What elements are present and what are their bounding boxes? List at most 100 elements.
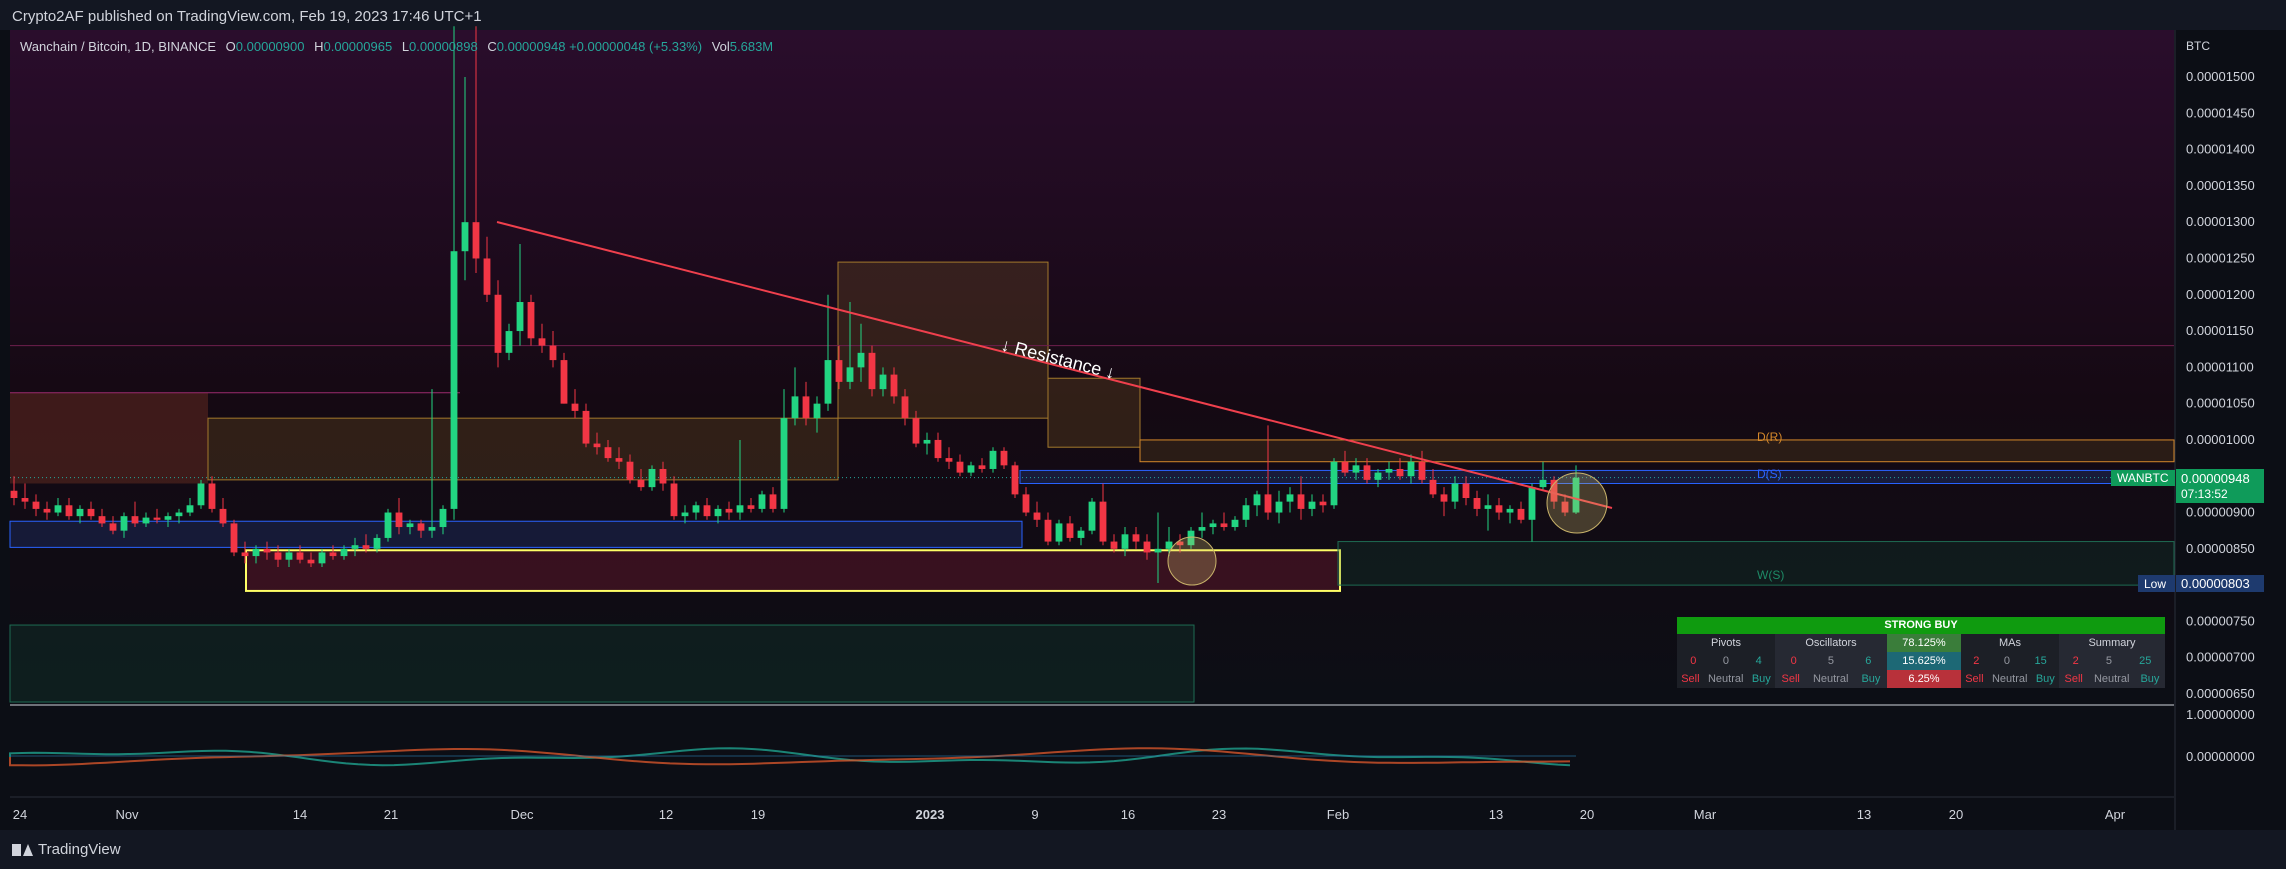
candle-body (1088, 501, 1096, 531)
time-tick-label: Feb (1327, 807, 1349, 822)
volume-label: Vol (711, 39, 730, 54)
osc-tick-zero: 0.00000000 (2186, 749, 2255, 764)
summary-neutral-label: Neutral (2093, 673, 2130, 685)
price-tick-label: 0.00000900 (2186, 505, 2255, 520)
mas-sell-label: Sell (1965, 673, 1984, 685)
candle-body (1176, 541, 1184, 546)
highlight-circle-low (1167, 536, 1217, 586)
candle-body (340, 548, 348, 557)
candle-body (1231, 519, 1239, 528)
zone-box-brown-high (837, 261, 1049, 419)
candle-body (1055, 523, 1063, 542)
low-value-bg (2176, 575, 2264, 592)
time-tick-label: 20 (1949, 807, 1963, 822)
symbol-title: Wanchain / Bitcoin, 1D, BINANCE (20, 39, 217, 54)
price-tick-label: 0.00001450 (2186, 105, 2255, 120)
candle-body (1154, 548, 1162, 553)
symbol-tag-bg (2111, 470, 2175, 486)
candle-body (527, 302, 535, 339)
ds-label: D(S) (1757, 467, 1782, 481)
candle-body (1418, 461, 1426, 480)
candle-body (802, 396, 810, 419)
candle-body (736, 505, 744, 513)
price-tick-label: 0.00001400 (2186, 142, 2255, 157)
osc-neutral-count: 5 (1827, 655, 1835, 667)
candle-body (241, 552, 249, 557)
time-tick-label: 14 (293, 807, 307, 822)
candle-body (65, 505, 73, 517)
group-oscillators: Oscillators (1775, 634, 1887, 652)
candle-body (373, 537, 381, 549)
osc-tick-top: 1.00000000 (2186, 707, 2255, 722)
open-value: 0.00000900 (235, 39, 305, 54)
price-tick-label: 0.00000750 (2186, 613, 2255, 628)
candle-body (1363, 465, 1371, 480)
candle-body (967, 465, 975, 473)
candle-body (263, 548, 271, 553)
candle-body (846, 367, 854, 382)
candle-body (362, 545, 370, 549)
candle-body (868, 352, 876, 390)
candle-body (1352, 465, 1360, 473)
candle-body (989, 450, 997, 469)
candle-body (901, 396, 909, 419)
candle-body (1198, 527, 1206, 531)
candle-body (109, 523, 117, 531)
low-value: 0.00000898 (409, 39, 478, 54)
pivots-sell-label: Sell (1681, 673, 1700, 685)
candle-body (681, 512, 689, 517)
pivots-neutral-count: 0 (1722, 655, 1730, 667)
mas-buy-label: Buy (2035, 673, 2055, 685)
candle-body (307, 559, 315, 564)
candle-body (1396, 468, 1404, 477)
candle-body (615, 458, 623, 462)
group-labels-row: Sell Neutral Buy Sell Neutral Buy 6.25% Sell… (1677, 670, 2165, 688)
candle-body (505, 331, 513, 353)
candle-body (1275, 501, 1283, 513)
candle-body (1451, 483, 1459, 502)
low-label: Low (2144, 577, 2166, 591)
candle-body (43, 508, 51, 513)
group-summary: Summary (2059, 634, 2165, 652)
time-tick-label: 23 (1212, 807, 1226, 822)
candle-body (1484, 505, 1492, 509)
candle-body (1407, 461, 1415, 477)
time-tick-label: 13 (1489, 807, 1503, 822)
candle-body (1099, 501, 1107, 542)
candle-body (945, 458, 953, 462)
candle-body (538, 338, 546, 346)
symbol-tag: WANBTC (2117, 471, 2169, 485)
change-value: +0.00000048 (+5.33%) (569, 39, 703, 54)
osc-neutral-label: Neutral (1812, 673, 1849, 685)
zone-box-dr (1139, 439, 2175, 463)
candle-body (285, 552, 293, 560)
resistance-trendline (496, 221, 1613, 509)
price-tick-label: 0.00001050 (2186, 396, 2255, 411)
candle-body (1110, 541, 1118, 549)
candle-body (186, 505, 194, 513)
candle-body (329, 552, 337, 557)
candle-body (571, 403, 579, 411)
group-mas: MAs (1961, 634, 2059, 652)
pivots-labels: Sell Neutral Buy (1677, 670, 1775, 688)
time-tick-label: 9 (1031, 807, 1038, 822)
candle-body (1132, 534, 1140, 542)
candle-body (21, 498, 29, 502)
candle-body (560, 360, 568, 404)
candle-body (769, 494, 777, 509)
candle-body (153, 517, 161, 520)
candle-body (76, 508, 84, 517)
candle-body (747, 505, 755, 509)
time-tick-label: 16 (1121, 807, 1135, 822)
candle-body (208, 483, 216, 509)
low-label: L (401, 39, 410, 54)
tradingview-logo[interactable]: TradingView (12, 841, 121, 858)
zone-box-brown (207, 417, 839, 481)
price-tick-label: 0.00001350 (2186, 178, 2255, 193)
candle-body (296, 552, 304, 560)
price-tick-label: 0.00000650 (2186, 686, 2255, 701)
candle-body (670, 483, 678, 517)
candle-body (1220, 523, 1228, 528)
